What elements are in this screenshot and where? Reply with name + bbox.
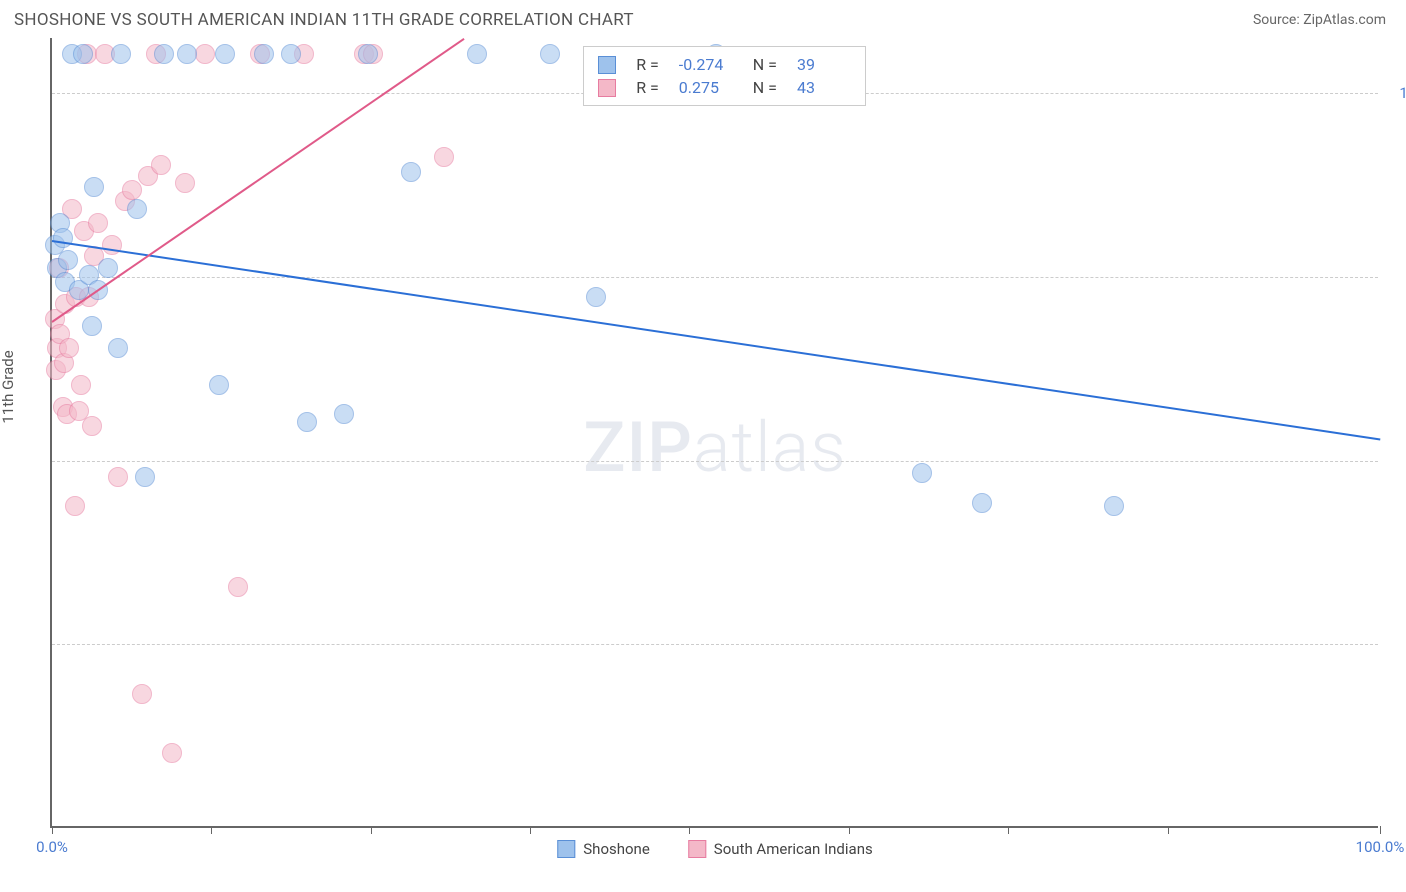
stat-n-label: N = [753, 78, 777, 97]
scatter-point [1104, 496, 1124, 516]
scatter-point [102, 235, 122, 255]
scatter-point [540, 44, 560, 64]
xtick-label: 0.0% [36, 838, 68, 856]
xtick [1168, 826, 1169, 834]
scatter-point [228, 577, 248, 597]
legend-label: Shoshone [583, 840, 650, 858]
xtick [849, 826, 850, 834]
scatter-point [972, 493, 992, 513]
scatter-point [177, 44, 197, 64]
stats-row: R = 0.275 N = 43 [598, 76, 851, 99]
scatter-point [98, 258, 118, 278]
watermark-light: atlas [693, 407, 847, 489]
scatter-point [434, 147, 454, 167]
stat-r-label: R = [636, 78, 659, 97]
stats-box: R = -0.274 N = 39 R = 0.275 N = 43 [583, 46, 866, 106]
scatter-point [912, 463, 932, 483]
stat-r-value: 0.275 [679, 78, 733, 97]
scatter-point [108, 338, 128, 358]
gridline [52, 644, 1378, 645]
scatter-point [467, 44, 487, 64]
legend-item: Shoshone [557, 840, 650, 858]
scatter-point [132, 684, 152, 704]
scatter-point [111, 44, 131, 64]
scatter-point [71, 375, 91, 395]
stat-r-value: -0.274 [679, 55, 733, 74]
scatter-point [281, 44, 301, 64]
scatter-point [209, 375, 229, 395]
ytick-label: 100.0% [1388, 84, 1406, 102]
scatter-point [53, 228, 73, 248]
legend-swatch [598, 56, 616, 74]
scatter-point [127, 199, 147, 219]
stat-r-label: R = [636, 55, 659, 74]
scatter-point [215, 44, 235, 64]
chart-title: SHOSHONE VS SOUTH AMERICAN INDIAN 11TH G… [14, 10, 634, 30]
legend-swatch [598, 79, 616, 97]
scatter-point [84, 177, 104, 197]
scatter-point [82, 416, 102, 436]
ytick-label: 90.0% [1388, 452, 1406, 470]
xtick [530, 826, 531, 834]
stats-row: R = -0.274 N = 39 [598, 53, 851, 76]
chart-header: SHOSHONE VS SOUTH AMERICAN INDIAN 11TH G… [0, 0, 1406, 38]
scatter-point [401, 162, 421, 182]
scatter-point [58, 250, 78, 270]
legend-swatch [688, 840, 706, 858]
xtick [1008, 826, 1009, 834]
bottom-legend: Shoshone South American Indians [557, 840, 872, 858]
scatter-point [358, 44, 378, 64]
stat-n-value: 43 [797, 78, 851, 97]
legend-label: South American Indians [714, 840, 873, 858]
gridline [52, 277, 1378, 278]
scatter-point [175, 173, 195, 193]
scatter-point [586, 287, 606, 307]
stat-n-value: 39 [797, 55, 851, 74]
stat-n-label: N = [753, 55, 777, 74]
xtick-label: 100.0% [1356, 838, 1405, 856]
scatter-point [135, 467, 155, 487]
y-axis-label: 11th Grade [0, 350, 17, 423]
scatter-point [334, 404, 354, 424]
xtick [1380, 826, 1381, 834]
ytick-label: 85.0% [1388, 635, 1406, 653]
legend-swatch [557, 840, 575, 858]
xtick [52, 826, 53, 834]
watermark: ZIPatlas [583, 407, 847, 489]
scatter-point [195, 44, 215, 64]
scatter-point [65, 496, 85, 516]
trend-line [52, 240, 1380, 440]
scatter-point [297, 412, 317, 432]
scatter-point [122, 180, 142, 200]
watermark-bold: ZIP [583, 407, 693, 489]
xtick [371, 826, 372, 834]
plot-area: ZIPatlas 85.0%90.0%95.0%100.0%0.0%100.0%… [50, 38, 1378, 828]
xtick [689, 826, 690, 834]
trend-line [51, 38, 464, 323]
scatter-point [73, 44, 93, 64]
scatter-point [151, 155, 171, 175]
scatter-point [108, 467, 128, 487]
scatter-point [254, 44, 274, 64]
legend-item: South American Indians [688, 840, 873, 858]
scatter-point [154, 44, 174, 64]
chart-container: 11th Grade ZIPatlas 85.0%90.0%95.0%100.0… [14, 38, 1392, 828]
scatter-point [88, 213, 108, 233]
gridline [52, 461, 1378, 462]
xtick [211, 826, 212, 834]
chart-source: Source: ZipAtlas.com [1253, 12, 1386, 28]
ytick-label: 95.0% [1388, 268, 1406, 286]
scatter-point [82, 316, 102, 336]
scatter-point [59, 338, 79, 358]
scatter-point [162, 743, 182, 763]
